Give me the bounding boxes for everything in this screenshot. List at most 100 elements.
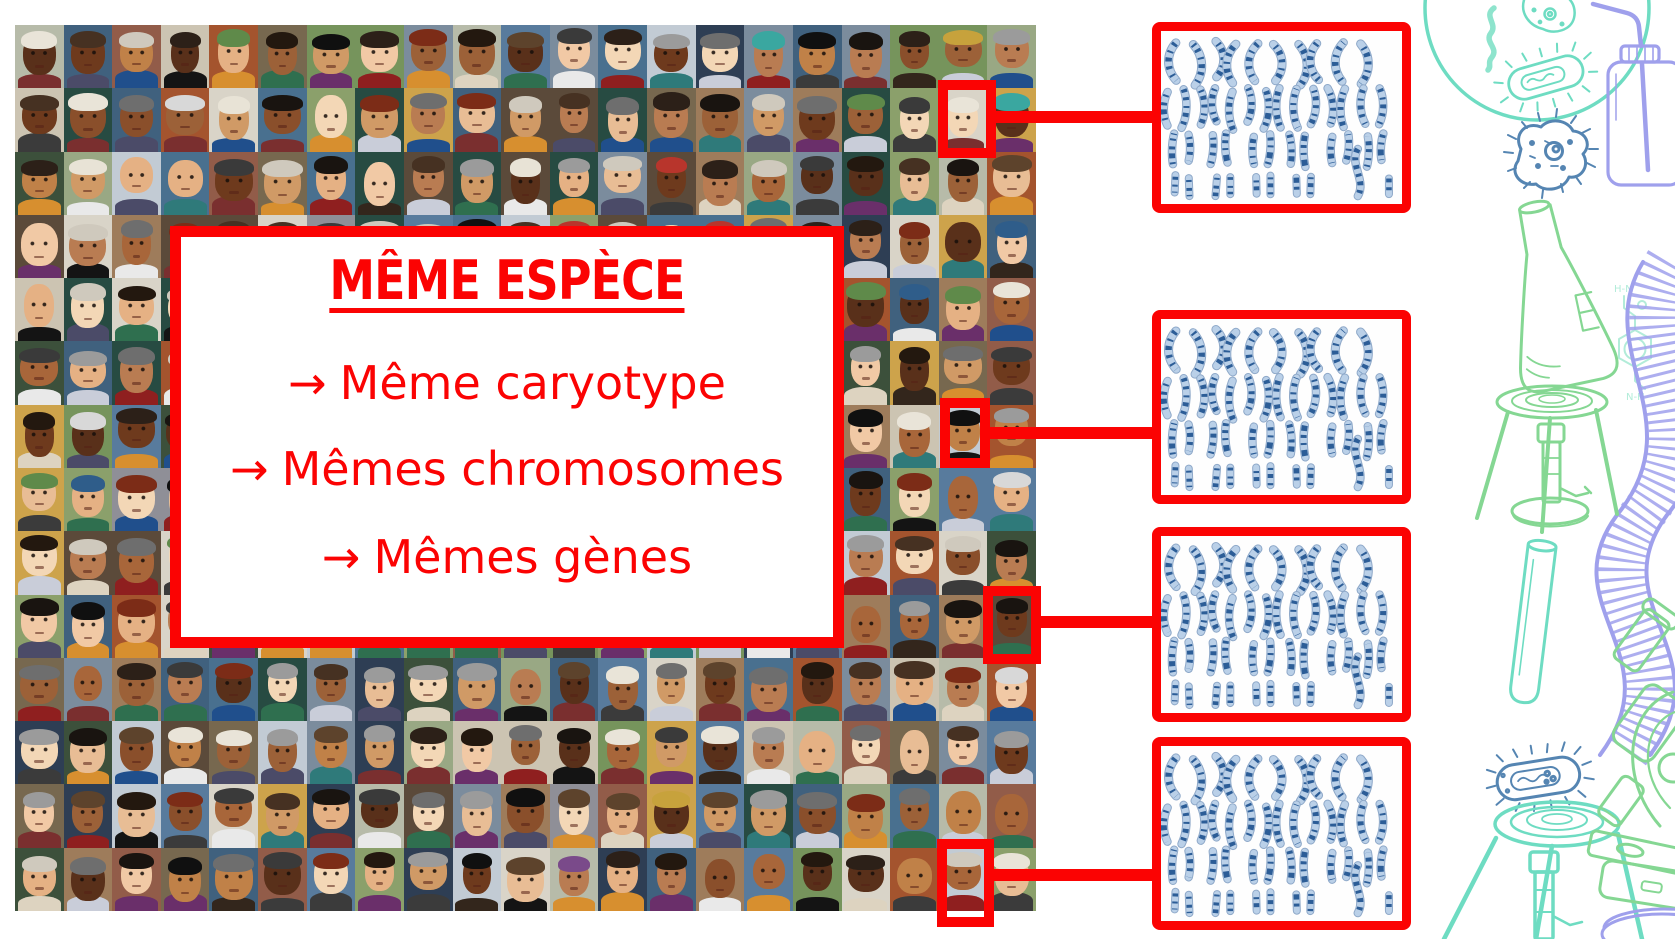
face-photo bbox=[549, 25, 599, 89]
face-photo bbox=[549, 847, 599, 911]
face-photo bbox=[792, 657, 842, 722]
face-photo bbox=[987, 467, 1036, 532]
face-photo bbox=[987, 151, 1036, 215]
face-photo bbox=[744, 25, 793, 89]
face-photo bbox=[501, 88, 550, 152]
face-photo bbox=[792, 25, 842, 89]
face-photo bbox=[598, 847, 648, 911]
face-photo bbox=[63, 278, 113, 342]
face-photo bbox=[987, 784, 1036, 848]
face-photo bbox=[355, 721, 404, 785]
face-photo bbox=[647, 721, 696, 785]
face-photo bbox=[452, 151, 502, 215]
face-photo bbox=[63, 214, 113, 279]
face-photo bbox=[63, 531, 113, 595]
face-photo bbox=[987, 278, 1036, 342]
face-photo bbox=[63, 25, 113, 89]
face-photo bbox=[452, 25, 502, 89]
face-photo bbox=[890, 784, 939, 848]
face-photo bbox=[306, 88, 356, 152]
face-photo bbox=[841, 784, 891, 848]
face-photo bbox=[355, 88, 404, 152]
microscope-doodle bbox=[1586, 597, 1675, 911]
karyotype-image bbox=[1159, 751, 1393, 918]
face-photo bbox=[501, 847, 550, 911]
face-photo bbox=[306, 657, 356, 722]
face-photo bbox=[403, 88, 453, 152]
face-photo bbox=[792, 721, 842, 785]
face-photo bbox=[938, 847, 988, 911]
face-photo bbox=[209, 657, 259, 722]
face-photo bbox=[258, 151, 307, 215]
face-photo bbox=[15, 657, 64, 722]
face-photo bbox=[938, 214, 988, 279]
face-photo bbox=[598, 25, 648, 89]
face-photo bbox=[112, 721, 161, 785]
amoeba-doodle bbox=[1503, 108, 1599, 199]
face-photo bbox=[647, 151, 696, 215]
face-photo bbox=[112, 467, 161, 532]
face-photo bbox=[938, 151, 988, 215]
face-photo bbox=[63, 88, 113, 152]
face-photo bbox=[841, 278, 891, 342]
face-photo bbox=[598, 88, 648, 152]
face-photo bbox=[987, 25, 1036, 89]
face-photo bbox=[841, 151, 891, 215]
face-photo bbox=[501, 784, 550, 848]
face-photo bbox=[841, 404, 891, 468]
face-photo bbox=[15, 88, 64, 152]
amoeba-top-doodle bbox=[1521, 0, 1576, 33]
face-photo bbox=[938, 657, 988, 722]
face-photo bbox=[890, 721, 939, 785]
face-photo bbox=[355, 847, 404, 911]
face-photo bbox=[306, 784, 356, 848]
chem-label: N-H bbox=[1626, 392, 1645, 403]
wash-bottle-doodle bbox=[1590, 1, 1675, 187]
face-photo bbox=[112, 531, 161, 595]
face-photo bbox=[938, 594, 988, 658]
face-photo bbox=[403, 151, 453, 215]
face-photo bbox=[63, 784, 113, 848]
face-photo bbox=[549, 657, 599, 722]
arrow-right-icon: → bbox=[321, 530, 361, 584]
face-photo bbox=[306, 151, 356, 215]
face-photo bbox=[403, 25, 453, 89]
face-photo bbox=[647, 88, 696, 152]
face-photo bbox=[15, 847, 64, 911]
face-photo bbox=[890, 214, 939, 279]
face-photo bbox=[355, 784, 404, 848]
face-photo bbox=[501, 721, 550, 785]
face-photo bbox=[15, 341, 64, 405]
face-photo bbox=[112, 404, 161, 468]
face-photo bbox=[695, 25, 745, 89]
face-photo bbox=[160, 784, 210, 848]
arrow-right-icon: → bbox=[288, 356, 327, 410]
face-photo bbox=[112, 594, 161, 658]
face-photo bbox=[938, 341, 988, 405]
face-photo bbox=[209, 784, 259, 848]
face-photo bbox=[987, 721, 1036, 785]
face-photo bbox=[647, 847, 696, 911]
face-photo bbox=[938, 88, 988, 152]
face-photo bbox=[987, 214, 1036, 279]
face-photo bbox=[15, 278, 64, 342]
callout-item-caryotype: → Même caryotype bbox=[288, 356, 726, 410]
callout-item-label: Mêmes gènes bbox=[373, 530, 693, 584]
science-doodles: H-N N-H bbox=[1423, 0, 1675, 939]
face-photo bbox=[112, 847, 161, 911]
face-photo bbox=[403, 721, 453, 785]
face-photo bbox=[63, 721, 113, 785]
face-photo bbox=[549, 721, 599, 785]
face-photo bbox=[792, 847, 842, 911]
face-photo bbox=[15, 25, 64, 89]
face-photo bbox=[403, 784, 453, 848]
callout-item-label: Mêmes chromosomes bbox=[281, 442, 784, 496]
face-photo bbox=[792, 784, 842, 848]
connector-line bbox=[1035, 616, 1160, 628]
face-photo bbox=[744, 847, 793, 911]
lens-circle-doodle bbox=[1423, 0, 1651, 122]
face-photo bbox=[695, 151, 745, 215]
face-photo bbox=[792, 151, 842, 215]
callout-title: MÊME ESPÈCE bbox=[329, 249, 685, 312]
face-photo bbox=[209, 721, 259, 785]
